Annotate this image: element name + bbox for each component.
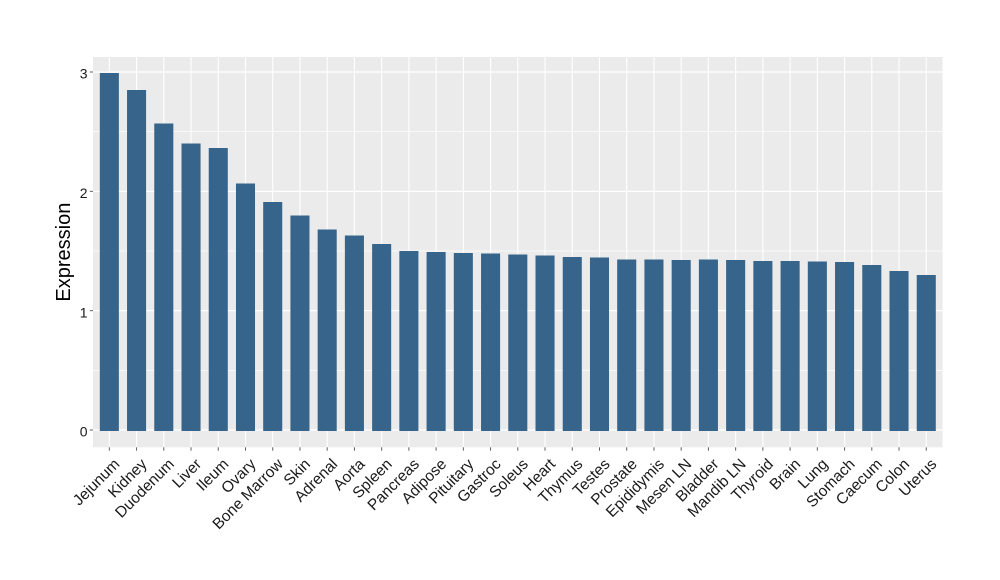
svg-text:2: 2 [80,185,88,201]
svg-text:3: 3 [80,66,88,82]
svg-text:Brain: Brain [767,456,805,494]
svg-text:1: 1 [80,304,88,320]
svg-text:Expression: Expression [53,203,75,302]
svg-text:0: 0 [80,424,88,440]
